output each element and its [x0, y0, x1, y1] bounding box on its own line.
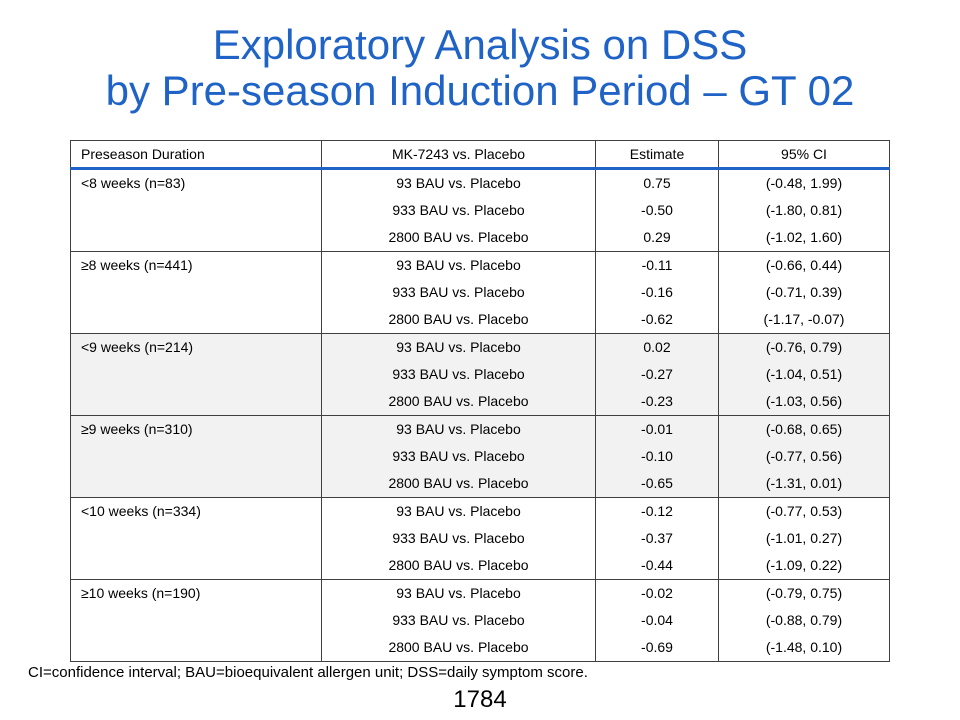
ci-cell: (-1.48, 0.10) — [718, 634, 890, 662]
ci-cell: (-1.04, 0.51) — [718, 361, 890, 388]
estimate-cell: -0.37 — [595, 525, 719, 552]
ci-cell: (-0.88, 0.79) — [718, 607, 890, 634]
page-number: 1784 — [453, 686, 507, 713]
table-row: 933 BAU vs. Placebo -0.10 (-0.77, 0.56) — [71, 443, 890, 470]
table-row: <8 weeks (n=83) 93 BAU vs. Placebo 0.75 … — [70, 168, 890, 252]
comparison-cell: 2800 BAU vs. Placebo — [321, 470, 596, 498]
comparison-cell: 933 BAU vs. Placebo — [321, 443, 596, 470]
comparison-cell: 2800 BAU vs. Placebo — [321, 224, 596, 252]
estimate-cell: -0.01 — [595, 415, 719, 443]
ci-cell: (-1.01, 0.27) — [718, 525, 890, 552]
header-ci: 95% CI — [718, 140, 890, 170]
estimate-cell: 0.02 — [595, 333, 719, 361]
comparison-cell: 2800 BAU vs. Placebo — [321, 552, 596, 580]
ci-cell: (-1.17, -0.07) — [718, 306, 890, 334]
group-label: ≥10 weeks (n=190) — [70, 579, 322, 662]
title-line-2: by Pre-season Induction Period – GT 02 — [105, 67, 855, 114]
ci-cell: (-0.76, 0.79) — [718, 333, 890, 361]
comparison-cell: 933 BAU vs. Placebo — [321, 361, 596, 388]
ci-cell: (-1.03, 0.56) — [718, 388, 890, 416]
comparison-cell: 93 BAU vs. Placebo — [321, 415, 596, 443]
estimate-cell: -0.65 — [595, 470, 719, 498]
table-row: 2800 BAU vs. Placebo -0.65 (-1.31, 0.01) — [71, 470, 890, 498]
ci-cell: (-0.77, 0.56) — [718, 443, 890, 470]
table-row: 2800 BAU vs. Placebo -0.62 (-1.17, -0.07… — [71, 306, 890, 334]
group-label: ≥9 weeks (n=310) — [70, 415, 322, 498]
comparison-cell: 933 BAU vs. Placebo — [321, 279, 596, 306]
estimate-cell: 0.29 — [595, 224, 719, 252]
estimate-cell: -0.02 — [595, 579, 719, 607]
table-row: 933 BAU vs. Placebo -0.04 (-0.88, 0.79) — [71, 607, 890, 634]
ci-cell: (-1.80, 0.81) — [718, 197, 890, 224]
estimate-cell: -0.44 — [595, 552, 719, 580]
table-row: 2800 BAU vs. Placebo -0.44 (-1.09, 0.22) — [71, 552, 890, 580]
estimate-cell: -0.50 — [595, 197, 719, 224]
estimate-cell: -0.69 — [595, 634, 719, 662]
ci-cell: (-0.48, 1.99) — [718, 168, 890, 197]
footnote: CI=confidence interval; BAU=bioequivalen… — [28, 664, 588, 681]
estimate-cell: -0.10 — [595, 443, 719, 470]
group-label: <8 weeks (n=83) — [70, 168, 322, 252]
comparison-cell: 2800 BAU vs. Placebo — [321, 634, 596, 662]
ci-cell: (-0.68, 0.65) — [718, 415, 890, 443]
ci-cell: (-0.71, 0.39) — [718, 279, 890, 306]
group-label: <10 weeks (n=334) — [70, 497, 322, 580]
ci-cell: (-0.77, 0.53) — [718, 497, 890, 525]
estimate-cell: -0.04 — [595, 607, 719, 634]
comparison-cell: 93 BAU vs. Placebo — [321, 168, 596, 197]
table-row: ≥8 weeks (n=441) 93 BAU vs. Placebo -0.1… — [70, 251, 890, 334]
comparison-cell: 2800 BAU vs. Placebo — [321, 306, 596, 334]
comparison-cell: 933 BAU vs. Placebo — [321, 607, 596, 634]
group-ge10: ≥10 weeks (n=190) 93 BAU vs. Placebo -0.… — [70, 579, 890, 662]
group-ge9: ≥9 weeks (n=310) 93 BAU vs. Placebo -0.0… — [70, 415, 890, 498]
header-comparison: MK-7243 vs. Placebo — [321, 140, 596, 170]
ci-cell: (-0.79, 0.75) — [718, 579, 890, 607]
estimate-cell: -0.62 — [595, 306, 719, 334]
group-lt9: <9 weeks (n=214) 93 BAU vs. Placebo 0.02… — [70, 333, 890, 416]
ci-cell: (-1.31, 0.01) — [718, 470, 890, 498]
estimate-cell: -0.12 — [595, 497, 719, 525]
table-row: 933 BAU vs. Placebo -0.37 (-1.01, 0.27) — [71, 525, 890, 552]
table-row: 933 BAU vs. Placebo -0.50 (-1.80, 0.81) — [71, 197, 890, 224]
slide-title: Exploratory Analysis on DSS by Pre-seaso… — [0, 22, 960, 114]
estimate-cell: 0.75 — [595, 168, 719, 197]
header-estimate: Estimate — [595, 140, 719, 170]
table-row: ≥10 weeks (n=190) 93 BAU vs. Placebo -0.… — [70, 579, 890, 662]
ci-cell: (-0.66, 0.44) — [718, 251, 890, 279]
table-row: 933 BAU vs. Placebo -0.16 (-0.71, 0.39) — [71, 279, 890, 306]
header-preseason-duration: Preseason Duration — [70, 140, 322, 170]
comparison-cell: 93 BAU vs. Placebo — [321, 579, 596, 607]
group-lt10: <10 weeks (n=334) 93 BAU vs. Placebo -0.… — [70, 497, 890, 580]
group-label: ≥8 weeks (n=441) — [70, 251, 322, 334]
comparison-cell: 93 BAU vs. Placebo — [321, 333, 596, 361]
comparison-cell: 93 BAU vs. Placebo — [321, 497, 596, 525]
comparison-cell: 933 BAU vs. Placebo — [321, 525, 596, 552]
table-row: 933 BAU vs. Placebo -0.27 (-1.04, 0.51) — [71, 361, 890, 388]
table-row: 2800 BAU vs. Placebo -0.69 (-1.48, 0.10) — [71, 634, 890, 662]
estimate-cell: -0.11 — [595, 251, 719, 279]
ci-cell: (-1.09, 0.22) — [718, 552, 890, 580]
group-lt8: <8 weeks (n=83) 93 BAU vs. Placebo 0.75 … — [70, 168, 890, 252]
table-row: ≥9 weeks (n=310) 93 BAU vs. Placebo -0.0… — [70, 415, 890, 498]
estimate-cell: -0.23 — [595, 388, 719, 416]
estimate-cell: -0.27 — [595, 361, 719, 388]
group-label: <9 weeks (n=214) — [70, 333, 322, 416]
ci-cell: (-1.02, 1.60) — [718, 224, 890, 252]
comparison-cell: 93 BAU vs. Placebo — [321, 251, 596, 279]
group-ge8: ≥8 weeks (n=441) 93 BAU vs. Placebo -0.1… — [70, 251, 890, 334]
comparison-cell: 2800 BAU vs. Placebo — [321, 388, 596, 416]
table-row: <10 weeks (n=334) 93 BAU vs. Placebo -0.… — [70, 497, 890, 580]
table-header-row: Preseason Duration MK-7243 vs. Placebo E… — [70, 140, 890, 170]
table-row: 2800 BAU vs. Placebo 0.29 (-1.02, 1.60) — [71, 224, 890, 252]
table-row: 2800 BAU vs. Placebo -0.23 (-1.03, 0.56) — [71, 388, 890, 416]
title-line-1: Exploratory Analysis on DSS — [212, 21, 748, 68]
comparison-cell: 933 BAU vs. Placebo — [321, 197, 596, 224]
table-row: <9 weeks (n=214) 93 BAU vs. Placebo 0.02… — [70, 333, 890, 416]
estimate-cell: -0.16 — [595, 279, 719, 306]
results-table: Preseason Duration MK-7243 vs. Placebo E… — [70, 140, 890, 662]
